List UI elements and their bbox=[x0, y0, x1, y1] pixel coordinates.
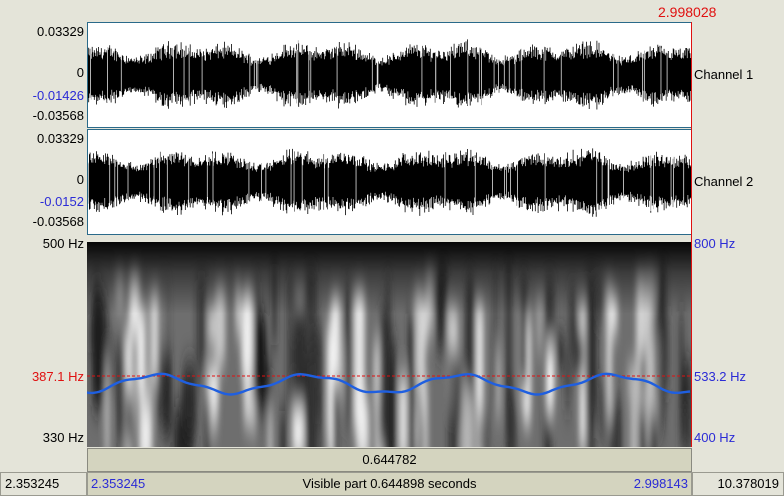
visible-part-text: Visible part 0.644898 seconds bbox=[88, 473, 691, 495]
ch1-min-label: -0.03568 bbox=[33, 108, 84, 123]
left-time-cell[interactable]: 2.353245 bbox=[0, 472, 87, 496]
channel-1-name: Channel 1 bbox=[694, 67, 753, 82]
spectrogram-panel[interactable] bbox=[87, 242, 692, 447]
channel-2-waveform[interactable] bbox=[87, 129, 692, 235]
right-time: 10.378019 bbox=[718, 476, 779, 491]
left-time: 2.353245 bbox=[5, 476, 59, 491]
window-end: 2.998143 bbox=[634, 473, 688, 495]
cursor-time: 2.998028 bbox=[658, 4, 716, 20]
channel-2-waveform-trace bbox=[88, 148, 692, 216]
ch2-cursor-value: -0.0152 bbox=[40, 194, 84, 209]
ch1-cursor-value: -0.01426 bbox=[33, 88, 84, 103]
right-time-cell[interactable]: 10.378019 bbox=[692, 472, 784, 496]
spectrogram-cursor-freq: 387.1 Hz bbox=[32, 369, 84, 384]
ch1-max-label: 0.03329 bbox=[37, 24, 84, 39]
pitch-bottom-freq: 400 Hz bbox=[694, 430, 735, 445]
selection-duration-bar[interactable]: 0.644782 bbox=[87, 448, 692, 472]
spectrogram-bottom-freq: 330 Hz bbox=[43, 430, 84, 445]
pitch-top-freq: 800 Hz bbox=[694, 236, 735, 251]
cursor-line[interactable] bbox=[691, 22, 692, 447]
channel-2-name: Channel 2 bbox=[694, 174, 753, 189]
ch1-zero-label: 0 bbox=[77, 65, 84, 80]
ch2-zero-label: 0 bbox=[77, 172, 84, 187]
ch2-max-label: 0.03329 bbox=[37, 131, 84, 146]
channel-1-waveform-trace bbox=[88, 39, 692, 109]
channel-1-waveform-svg bbox=[88, 23, 692, 128]
spectrogram-top-shade bbox=[87, 242, 692, 447]
selection-duration: 0.644782 bbox=[362, 452, 416, 467]
visible-part-bar[interactable]: 2.353245 Visible part 0.644898 seconds 2… bbox=[87, 472, 692, 496]
channel-1-waveform[interactable] bbox=[87, 22, 692, 128]
ch2-min-label: -0.03568 bbox=[33, 214, 84, 229]
spectrogram-top-freq: 500 Hz bbox=[43, 236, 84, 251]
spectrogram-svg bbox=[87, 242, 692, 447]
pitch-cursor-freq: 533.2 Hz bbox=[694, 369, 746, 384]
channel-2-waveform-svg bbox=[88, 130, 692, 235]
